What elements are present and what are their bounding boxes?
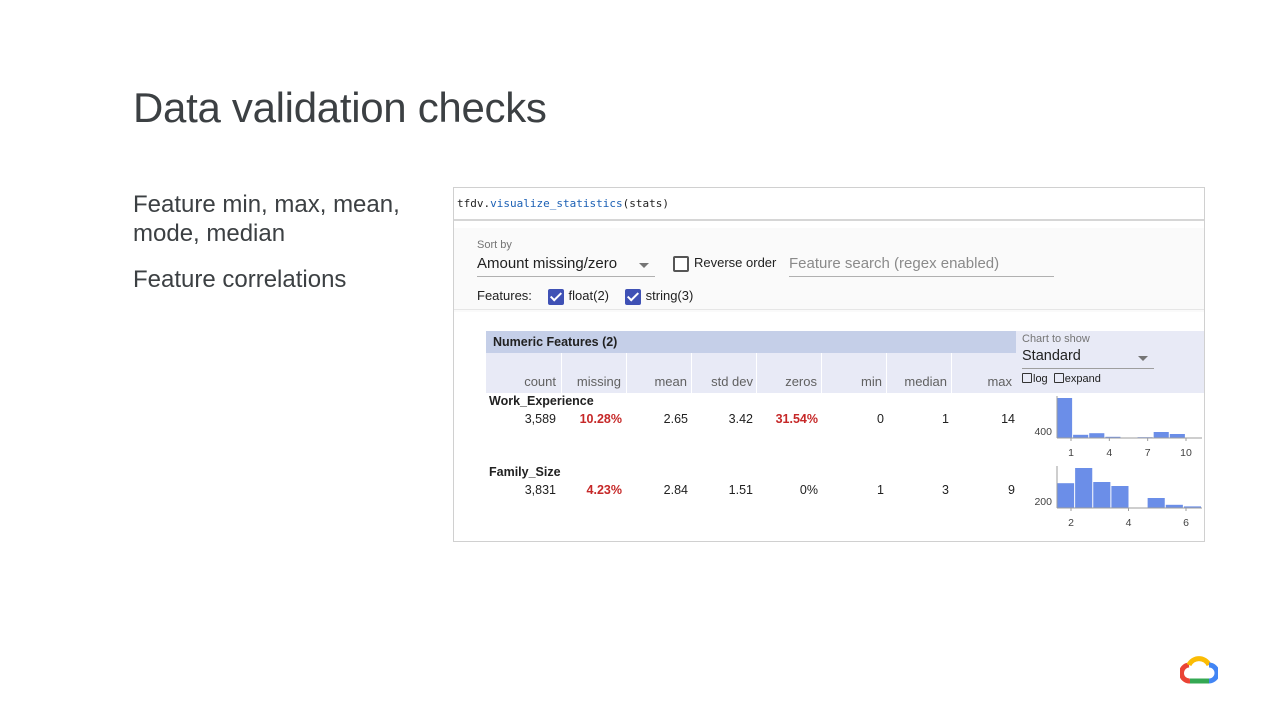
controls-divider (454, 309, 1204, 310)
cell-median: 3 (889, 483, 949, 497)
reverse-order-toggle[interactable]: Reverse order (673, 255, 776, 272)
tfdv-output-panel: tfdv.visualize_statistics(stats) Sort by… (453, 187, 1205, 542)
y-tick-label: 200 (1034, 496, 1052, 508)
cell-std-dev: 3.42 (693, 412, 753, 426)
y-tick-label: 400 (1034, 426, 1052, 438)
col-separator (691, 353, 692, 393)
cell-max: 9 (955, 483, 1015, 497)
code-cell: tfdv.visualize_statistics(stats) (454, 188, 1204, 221)
x-tick-label: 4 (1106, 447, 1112, 459)
histogram-work-experience: 400 1 4 7 10 (1026, 394, 1204, 466)
cell-max: 14 (955, 412, 1015, 426)
bullet-feature-correlations: Feature correlations (133, 265, 346, 294)
histogram-bar (1075, 468, 1092, 508)
code-args: (stats) (623, 197, 669, 210)
string-checkbox[interactable] (625, 289, 641, 305)
cell-mean: 2.84 (628, 483, 688, 497)
histogram-bar (1093, 482, 1110, 508)
x-tick-label: 6 (1183, 517, 1189, 529)
chart-type-value: Standard (1022, 348, 1081, 364)
col-mean[interactable]: mean (627, 374, 687, 389)
histogram-bar (1111, 486, 1128, 508)
col-std-dev[interactable]: std dev (693, 374, 753, 389)
slide-title: Data validation checks (133, 84, 547, 132)
x-tick-label: 7 (1145, 447, 1151, 459)
feature-type-filters: Features: float(2) string(3) (477, 288, 693, 305)
sort-by-select[interactable]: Amount missing/zero (477, 255, 655, 277)
features-label: Features: (477, 288, 532, 303)
histogram-bar (1148, 498, 1165, 508)
col-missing[interactable]: missing (561, 374, 621, 389)
x-tick-label: 4 (1126, 517, 1132, 529)
cell-min: 0 (824, 412, 884, 426)
string-filter-label: string(3) (646, 288, 694, 303)
x-tick-label: 1 (1068, 447, 1074, 459)
bullet-feature-stats: Feature min, max, mean, mode, median (133, 190, 413, 248)
cell-median: 1 (889, 412, 949, 426)
code-prefix: tfdv. (457, 197, 490, 210)
histogram-bar (1057, 483, 1074, 508)
x-tick-label: 2 (1068, 517, 1074, 529)
histogram-bar (1170, 434, 1185, 438)
histogram-bar (1057, 398, 1072, 438)
col-median[interactable]: median (887, 374, 947, 389)
cell-missing: 10.28% (562, 412, 622, 426)
expand-checkbox[interactable] (1054, 373, 1064, 383)
col-zeros[interactable]: zeros (757, 374, 817, 389)
col-min[interactable]: min (822, 374, 882, 389)
chevron-down-icon (639, 263, 649, 268)
cell-count: 3,589 (496, 412, 556, 426)
reverse-order-checkbox[interactable] (673, 256, 689, 272)
float-checkbox[interactable] (548, 289, 564, 305)
cell-zeros: 31.54% (758, 412, 818, 426)
x-tick-label: 10 (1180, 447, 1192, 459)
sort-by-label: Sort by (477, 239, 512, 251)
cell-missing: 4.23% (562, 483, 622, 497)
numeric-features-title: Numeric Features (2) (493, 335, 617, 349)
histogram-bar (1154, 432, 1169, 438)
float-filter-label: float(2) (569, 288, 609, 303)
log-label: log (1033, 373, 1048, 385)
sort-by-value: Amount missing/zero (477, 255, 617, 272)
reverse-order-label: Reverse order (694, 255, 776, 270)
feature-search-input[interactable]: Feature search (regex enabled) (789, 255, 1054, 277)
cell-std-dev: 1.51 (693, 483, 753, 497)
cell-count: 3,831 (496, 483, 556, 497)
histogram-family-size: 200 2 4 6 (1026, 464, 1204, 538)
histogram-bar (1089, 433, 1104, 438)
feature-name-work-experience[interactable]: Work_Experience (489, 394, 594, 408)
chevron-down-icon (1138, 356, 1148, 361)
chart-options: log expand (1022, 373, 1202, 385)
log-checkbox[interactable] (1022, 373, 1032, 383)
chart-type-select[interactable]: Standard (1022, 348, 1154, 369)
feature-name-family-size[interactable]: Family_Size (489, 465, 561, 479)
cell-zeros: 0% (758, 483, 818, 497)
cell-mean: 2.65 (628, 412, 688, 426)
col-max[interactable]: max (952, 374, 1012, 389)
code-function: visualize_statistics (490, 197, 622, 210)
google-cloud-logo (1180, 655, 1218, 687)
col-count[interactable]: count (496, 374, 556, 389)
controls-bar: Sort by Amount missing/zero Reverse orde… (454, 228, 1204, 312)
chart-to-show-label: Chart to show (1022, 333, 1202, 345)
chart-to-show: Chart to show Standard log expand (1022, 333, 1202, 385)
expand-label: expand (1065, 373, 1101, 385)
cell-min: 1 (824, 483, 884, 497)
